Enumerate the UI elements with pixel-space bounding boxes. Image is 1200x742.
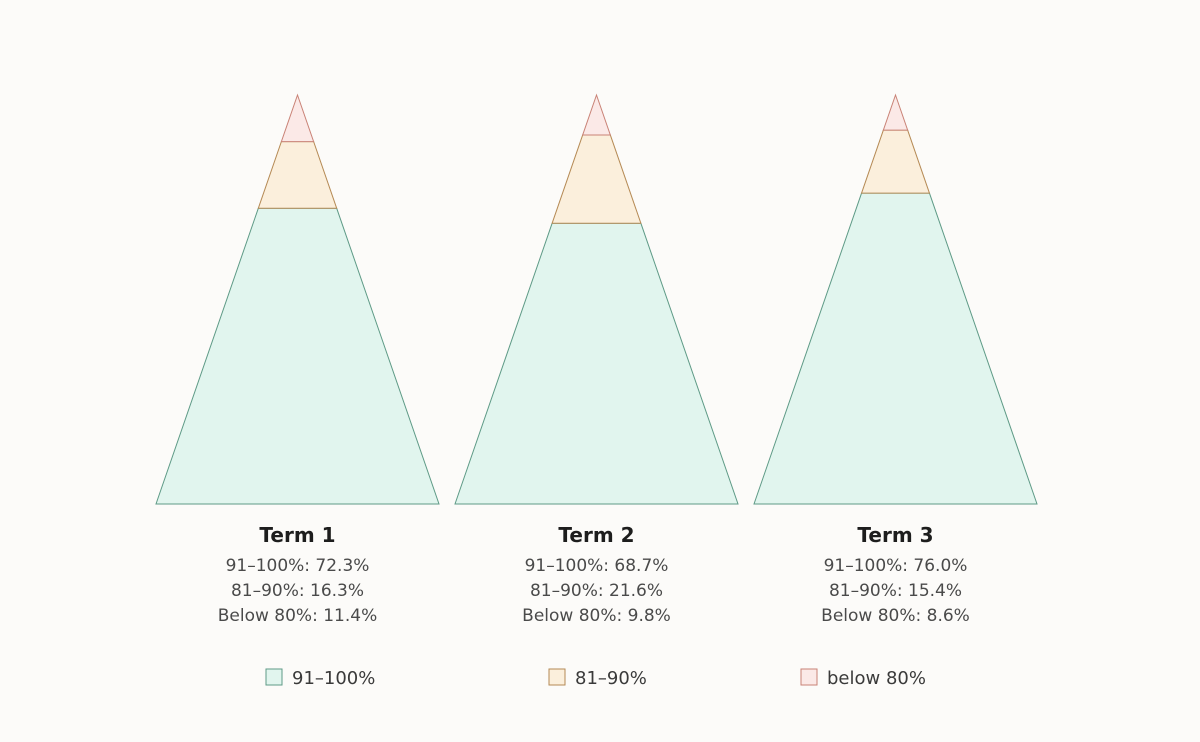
legend-swatch <box>548 668 566 686</box>
legend-item-low: below 80% <box>800 668 926 689</box>
band-below-80 <box>882 93 909 131</box>
legend-label: 81–90% <box>575 668 647 689</box>
term-stat-mid: 81–90%: 21.6% <box>530 581 663 601</box>
legend-swatch <box>800 668 818 686</box>
band-81-90 <box>551 134 642 224</box>
term-title: Term 1 <box>259 523 335 547</box>
term-stat-top: 91–100%: 68.7% <box>525 556 669 576</box>
term-title: Term 2 <box>558 523 634 547</box>
legend-item-mid: 81–90% <box>548 668 647 689</box>
band-81-90 <box>860 129 931 194</box>
band-91-100 <box>155 207 440 505</box>
pyramids <box>155 93 1038 505</box>
band-below-80 <box>280 93 315 143</box>
term-stat-mid: 81–90%: 16.3% <box>231 581 364 601</box>
band-81-90 <box>257 141 338 209</box>
band-91-100 <box>454 222 739 505</box>
pyramid-term-3 <box>753 93 1038 505</box>
legend-label: 91–100% <box>292 668 375 689</box>
pyramid-term-2 <box>454 93 739 505</box>
term-title: Term 3 <box>857 523 933 547</box>
legend: 91–100% 81–90% below 80% <box>265 668 926 689</box>
term-stat-low: Below 80%: 9.8% <box>522 606 671 626</box>
legend-label: below 80% <box>827 668 926 689</box>
band-below-80 <box>581 93 612 136</box>
term-stat-mid: 81–90%: 15.4% <box>829 581 962 601</box>
term-stat-top: 91–100%: 76.0% <box>824 556 968 576</box>
term-labels: Term 1 91–100%: 72.3% 81–90%: 16.3% Below 8… <box>218 523 970 626</box>
legend-swatch <box>265 668 283 686</box>
term-stat-top: 91–100%: 72.3% <box>226 556 370 576</box>
band-91-100 <box>753 192 1038 505</box>
pyramid-term-1 <box>155 93 440 505</box>
term-stat-low: Below 80%: 11.4% <box>218 606 377 626</box>
legend-item-top: 91–100% <box>265 668 375 689</box>
term-stat-low: Below 80%: 8.6% <box>821 606 970 626</box>
